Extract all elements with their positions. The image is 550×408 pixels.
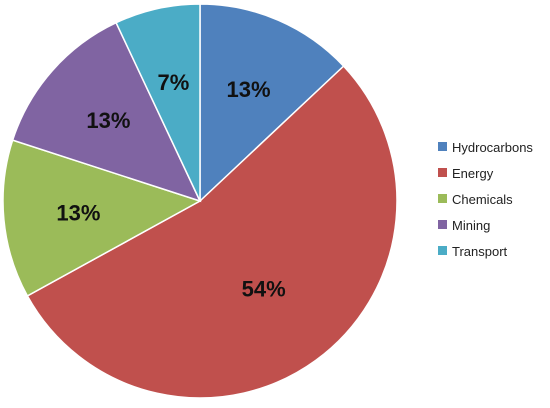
legend-label-energy: Energy xyxy=(452,166,494,181)
pie-slice-hydrocarbons xyxy=(199,3,345,203)
value-label-transport: 7% xyxy=(158,70,190,95)
legend: Hydrocarbons Energy Chemicals Mining Transpo… xyxy=(438,140,533,259)
value-label-mining: 13% xyxy=(86,108,130,133)
value-label-energy: 54% xyxy=(242,277,286,302)
pie-slice-chemicals xyxy=(2,139,202,297)
legend-label-mining: Mining xyxy=(452,218,490,233)
legend-label-hydrocarbons: Hydrocarbons xyxy=(452,140,533,155)
pie-slice-mining xyxy=(11,21,202,203)
legend-swatch-chemicals xyxy=(438,194,447,203)
legend-swatch-hydrocarbons xyxy=(438,142,447,151)
pie-slice-energy xyxy=(26,65,398,399)
value-label-hydrocarbons: 13% xyxy=(226,77,270,102)
pie-slices xyxy=(2,3,398,399)
legend-swatch-transport xyxy=(438,246,447,255)
pie-slice-transport xyxy=(115,3,201,202)
value-label-chemicals: 13% xyxy=(56,201,100,226)
legend-swatch-mining xyxy=(438,220,447,229)
legend-swatch-energy xyxy=(438,168,447,177)
pie-value-labels: 13% 54% 13% 13% 7% xyxy=(56,70,285,302)
legend-label-chemicals: Chemicals xyxy=(452,192,513,207)
legend-label-transport: Transport xyxy=(452,244,508,259)
